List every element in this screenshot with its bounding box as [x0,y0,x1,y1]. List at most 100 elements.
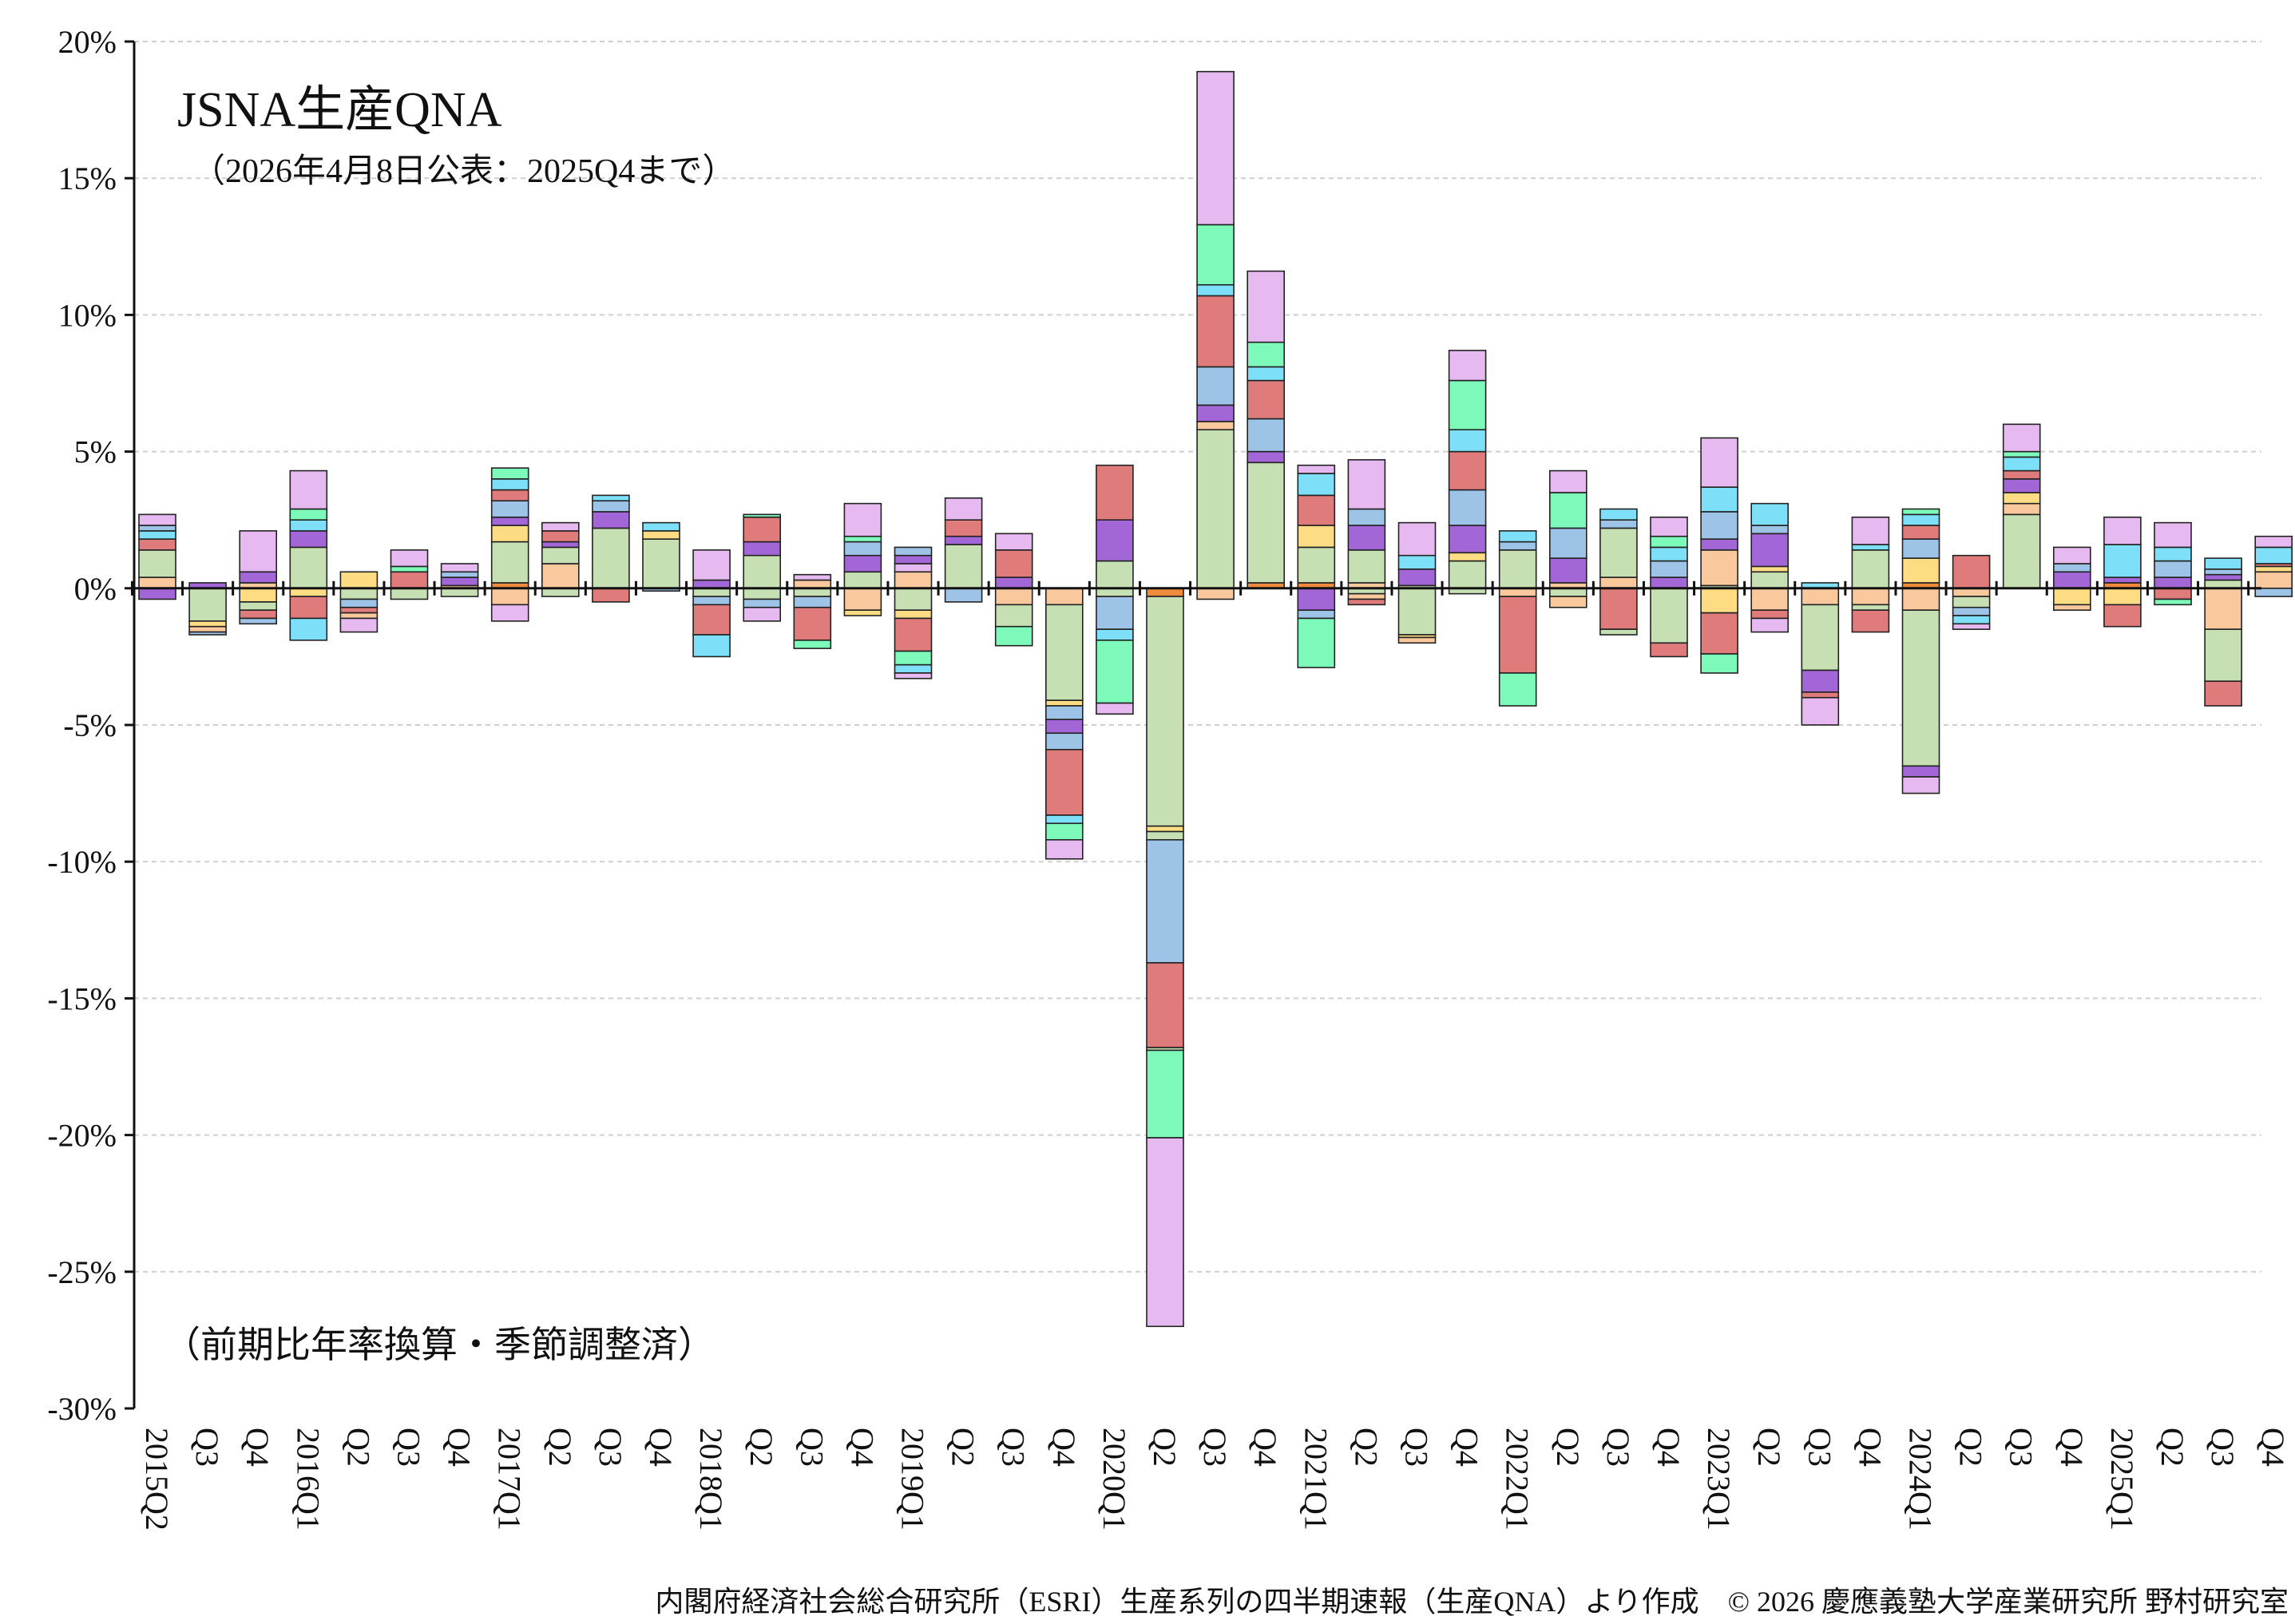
bar-segment [592,527,630,589]
bar-segment [1901,508,1940,516]
bar-segment [1347,525,1386,551]
bar-segment [1599,508,1638,521]
bar-segment [1901,776,1940,794]
bar-segment [1196,295,1235,368]
bar-segment [289,546,328,589]
bar-segment [1297,473,1336,497]
bars [138,70,2293,1328]
x-tick-label: Q2 [1953,1428,1989,1467]
x-tick-label: 2020Q1 [1096,1428,1132,1531]
bar-segment [1851,604,1890,611]
bar-segment [692,596,731,606]
bar-segment [2103,587,2142,606]
bar-segment [692,604,731,636]
bar-segment [1650,516,1688,537]
bar-segment [1498,530,1537,543]
x-tick-labels: 2015Q2 Q3 Q4 2016Q1 Q2 Q3 Q4 2017Q1 Q2 Q3 Q4 2018Q1… [139,1428,2291,1531]
bar-segment [793,573,832,581]
x-tick-label: Q3 [1600,1428,1636,1467]
bar-segment [2002,502,2041,516]
bar-segment [541,587,580,597]
bar-segment [2154,598,2192,606]
bar-segment [1952,606,1991,616]
x-tick-label: Q3 [794,1428,830,1467]
bar-segment [894,663,933,674]
bar-segment [1297,587,1336,611]
bar-segment [188,620,227,628]
bar-segment [1650,535,1688,549]
bar-segment [1297,464,1336,474]
bar-segment [1700,437,1738,488]
bar-segment [1448,379,1487,431]
bar-segment [1096,596,1134,630]
bar-segment [1448,429,1487,453]
bar-segment [1045,839,1084,860]
bar-segment [642,538,680,589]
bar-segment [2254,565,2293,573]
bar-segment [1448,560,1487,589]
bar-segment [1801,691,1840,699]
bar-segment [1650,560,1688,578]
bar-segment [2204,587,2242,630]
bar-segment [793,579,832,589]
bar-segment [1297,609,1336,620]
chart-title: JSNA生産QNA [177,83,502,137]
bar-segment [1549,596,1587,608]
bar-segment [944,497,983,521]
bar-segment [1700,549,1738,587]
bar-segment [994,576,1033,589]
bar-segment [1650,642,1688,658]
bar-segment [1700,612,1738,655]
bar-segment [1196,70,1235,226]
bar-segment [1599,576,1638,589]
bar-segment [490,587,529,606]
bar-segment [440,587,479,597]
bar-segment [743,541,782,557]
bar-segment [743,516,782,543]
bar-segment [1196,366,1235,406]
bar-segment [1247,379,1285,420]
bar-segment [239,609,278,620]
bar-segment [1650,576,1688,589]
x-tick-label: 2018Q1 [693,1428,729,1531]
bar-segment [1146,962,1184,1048]
bar-segment [138,538,176,551]
x-tick-label: Q2 [542,1428,578,1467]
bar-segment [1196,404,1235,422]
bar-segment [2254,546,2293,564]
bar-segment [1801,604,1840,671]
bar-segment [1297,494,1336,526]
bar-segment [1196,429,1235,589]
bar-segment [2002,513,2041,589]
bar-segment [1750,565,1789,573]
x-tick-label: Q2 [340,1428,376,1467]
x-tick-label: Q2 [945,1428,981,1467]
bar-segment [188,625,227,633]
bar-segment [1297,546,1336,584]
bar-segment [1397,521,1437,557]
bar-segment [1750,533,1789,568]
x-tick-label: Q2 [1550,1428,1586,1467]
bar-segment [2002,492,2041,505]
bar-segment [1851,516,1890,545]
bar-segment [2254,535,2293,549]
bar-segment [289,587,328,597]
bar-segment [1901,538,1940,559]
bar-segment [592,500,630,513]
x-tick-label: Q4 [1046,1428,1082,1467]
x-tick-label: Q2 [1348,1428,1384,1467]
bar-segment [1801,587,1840,606]
bar-segment [894,650,933,666]
x-tick-label: Q3 [593,1428,628,1467]
bar-segment [2154,587,2192,600]
bar-segment [1045,822,1084,841]
bar-segment [490,516,529,526]
bar-segment [2053,571,2091,589]
x-tick-label: 2017Q1 [492,1428,528,1531]
bar-segment [2204,680,2242,707]
chart-subtitle: （2026年4月8日公表：2025Q4まで） [192,152,735,190]
x-tick-label: Q2 [2154,1428,2190,1467]
bar-segment [2103,544,2142,578]
bar-segment [1397,554,1437,570]
bar-segment [1750,609,1789,620]
